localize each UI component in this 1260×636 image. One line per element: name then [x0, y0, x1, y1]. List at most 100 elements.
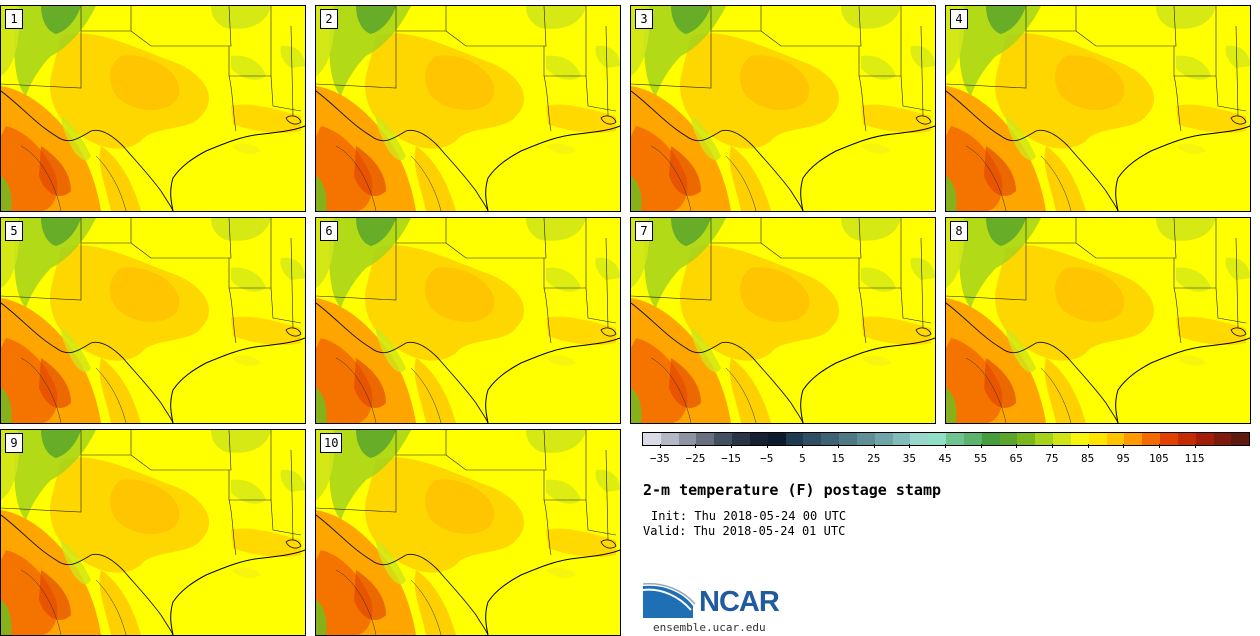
map-panel-4: 4 [945, 5, 1251, 212]
colorbar-tick-label: −35 [649, 452, 670, 465]
site-url[interactable]: ensemble.ucar.edu [653, 621, 766, 634]
temperature-map [316, 218, 620, 423]
colorbar-swatch [1017, 433, 1036, 445]
colorbar-tick-mark [695, 444, 697, 448]
valid-time: Valid: Thu 2018-05-24 01 UTC [643, 524, 846, 538]
colorbar-swatch [856, 433, 875, 445]
colorbar-tick-mark [1123, 444, 1125, 448]
temperature-map [1, 430, 305, 635]
panel-label: 1 [5, 9, 23, 29]
temperature-map [946, 6, 1250, 211]
temperature-map [631, 6, 935, 211]
colorbar-tick-mark [1016, 444, 1018, 448]
colorbar-swatch [1213, 433, 1232, 445]
colorbar-tick-mark [980, 444, 982, 448]
colorbar-tick-label: 85 [1080, 452, 1095, 465]
panel-label: 2 [320, 9, 338, 29]
colorbar-swatch [732, 433, 750, 445]
map-panel-2: 2 [315, 5, 621, 212]
temperature-map [1, 218, 305, 423]
colorbar-tick-mark [1158, 444, 1160, 448]
colorbar-tick-label: 45 [938, 452, 952, 465]
map-panel-3: 3 [630, 5, 936, 212]
temperature-map [631, 218, 935, 423]
colorbar-tick-mark [659, 444, 661, 448]
colorbar-swatch [981, 433, 1000, 445]
panel-label: 6 [320, 221, 338, 241]
panel-label: 3 [635, 9, 653, 29]
colorbar-tick-label: 75 [1045, 452, 1059, 465]
colorbar-tick-label: 5 [799, 452, 806, 465]
logo-text: NCAR [699, 586, 780, 618]
plot-title: 2-m temperature (F) postage stamp [643, 481, 942, 499]
colorbar-swatch [1035, 433, 1054, 445]
temperature-map [316, 6, 620, 211]
colorbar-tick-label: 35 [902, 452, 916, 465]
panel-label: 10 [320, 433, 343, 453]
colorbar-tick-mark [873, 444, 875, 448]
colorbar-swatch [803, 433, 822, 445]
map-panel-6: 6 [315, 217, 621, 424]
colorbar-tick-label: 115 [1184, 452, 1205, 465]
colorbar-tick-label: 65 [1009, 452, 1023, 465]
temperature-map [946, 218, 1250, 423]
colorbar-tick-label: 15 [831, 452, 845, 465]
ncar-logo-icon [643, 582, 696, 618]
map-panel-5: 5 [0, 217, 306, 424]
init-time: Init: Thu 2018-05-24 00 UTC [651, 509, 847, 523]
colorbar-tick-mark [838, 444, 840, 448]
colorbar-tick-mark [909, 444, 911, 448]
panel-label: 7 [635, 221, 653, 241]
colorbar-swatch [1177, 433, 1196, 445]
colorbar-swatch [1142, 433, 1161, 445]
temperature-map [1, 6, 305, 211]
colorbar-tick-mark [945, 444, 946, 448]
colorbar-tick-mark [802, 444, 804, 448]
colorbar-swatch [839, 433, 857, 445]
colorbar-swatch [821, 433, 840, 445]
map-panel-9: 9 [0, 429, 306, 636]
colorbar-tick-label: 105 [1148, 452, 1169, 465]
colorbar-swatch [714, 433, 733, 445]
colorbar-swatch [767, 433, 786, 445]
colorbar-swatch [999, 433, 1018, 445]
map-panel-8: 8 [945, 217, 1251, 424]
colorbar-swatch [1195, 433, 1214, 445]
colorbar-tick-label: 25 [867, 452, 881, 465]
colorbar-swatch [1053, 433, 1071, 445]
colorbar-swatch [1160, 433, 1178, 445]
temperature-map [316, 430, 620, 635]
colorbar-swatch [892, 433, 911, 445]
colorbar-tick-mark [766, 444, 768, 448]
colorbar-tick-label: 95 [1116, 452, 1130, 465]
colorbar-swatch [1124, 433, 1143, 445]
map-panel-1: 1 [0, 5, 306, 212]
colorbar-swatch [1106, 433, 1125, 445]
colorbar-swatch [785, 433, 804, 445]
panel-label: 9 [5, 433, 23, 453]
map-panel-10: 10 [315, 429, 621, 636]
colorbar-swatch [946, 433, 964, 445]
colorbar-swatch [874, 433, 893, 445]
colorbar-tick-mark [731, 444, 733, 448]
map-panel-7: 7 [630, 217, 936, 424]
colorbar-tick-mark [1051, 444, 1053, 448]
colorbar-swatch [1088, 433, 1107, 445]
colorbar-swatch [678, 433, 697, 445]
colorbar-swatch [660, 433, 679, 445]
colorbar-swatch [928, 433, 947, 445]
colorbar-ticks: −35 −25 −15 −5 5 15 25 35 45 55 65 75 85 95 105 115 [642, 444, 1248, 466]
colorbar [642, 432, 1250, 446]
colorbar-tick-label: −15 [721, 452, 742, 465]
panel-label: 8 [950, 221, 968, 241]
colorbar-swatch [963, 433, 982, 445]
colorbar-swatch [1070, 433, 1089, 445]
colorbar-tick-label: −5 [760, 452, 774, 465]
colorbar-swatch [1231, 433, 1250, 445]
colorbar-swatch [643, 433, 661, 445]
colorbar-tick-label: 55 [974, 452, 988, 465]
colorbar-swatch [696, 433, 715, 445]
colorbar-swatch [749, 433, 768, 445]
panel-label: 5 [5, 221, 23, 241]
colorbar-tick-label: −25 [685, 452, 706, 465]
